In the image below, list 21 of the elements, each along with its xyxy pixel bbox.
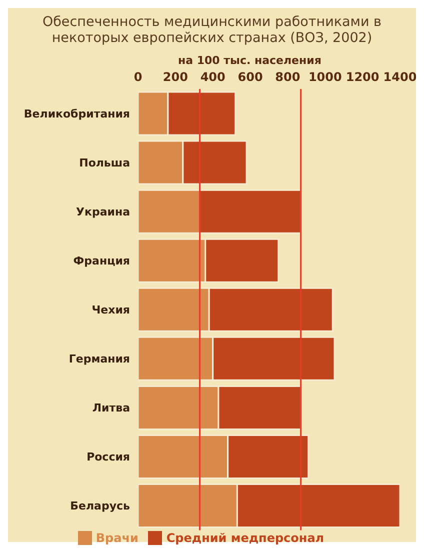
y-tick-label: Россия [86, 451, 130, 464]
x-tick-label: 800 [275, 70, 300, 84]
x-tick-label: 1400 [383, 70, 417, 84]
y-tick-label: Беларусь [70, 500, 130, 514]
x-tick-label: 0 [134, 70, 142, 84]
x-axis-title: на 100 тыс. населения [178, 54, 322, 68]
x-tick-label: 600 [238, 70, 263, 84]
y-tick-label: Украина [76, 206, 130, 219]
x-tick-label: 200 [162, 70, 188, 84]
y-tick-label: Польша [79, 156, 130, 170]
x-tick-label: 400 [200, 70, 226, 84]
y-tick-label: Франция [73, 254, 130, 268]
y-tick-label: Великобритания [24, 108, 130, 121]
y-tick-label: Германия [68, 352, 130, 366]
legend-label: Средний медперсонал [166, 530, 324, 545]
x-tick-label: 1000 [308, 70, 342, 84]
y-tick-label: Литва [92, 402, 130, 415]
legend-label: Врачи [96, 530, 138, 545]
y-tick-label: Чехия [92, 304, 130, 317]
x-tick-label: 1200 [346, 70, 380, 84]
chart-title: Обеспеченность медицинскими работниками в некоторых европейских странах (ВОЗ, 2002) [41, 13, 383, 46]
